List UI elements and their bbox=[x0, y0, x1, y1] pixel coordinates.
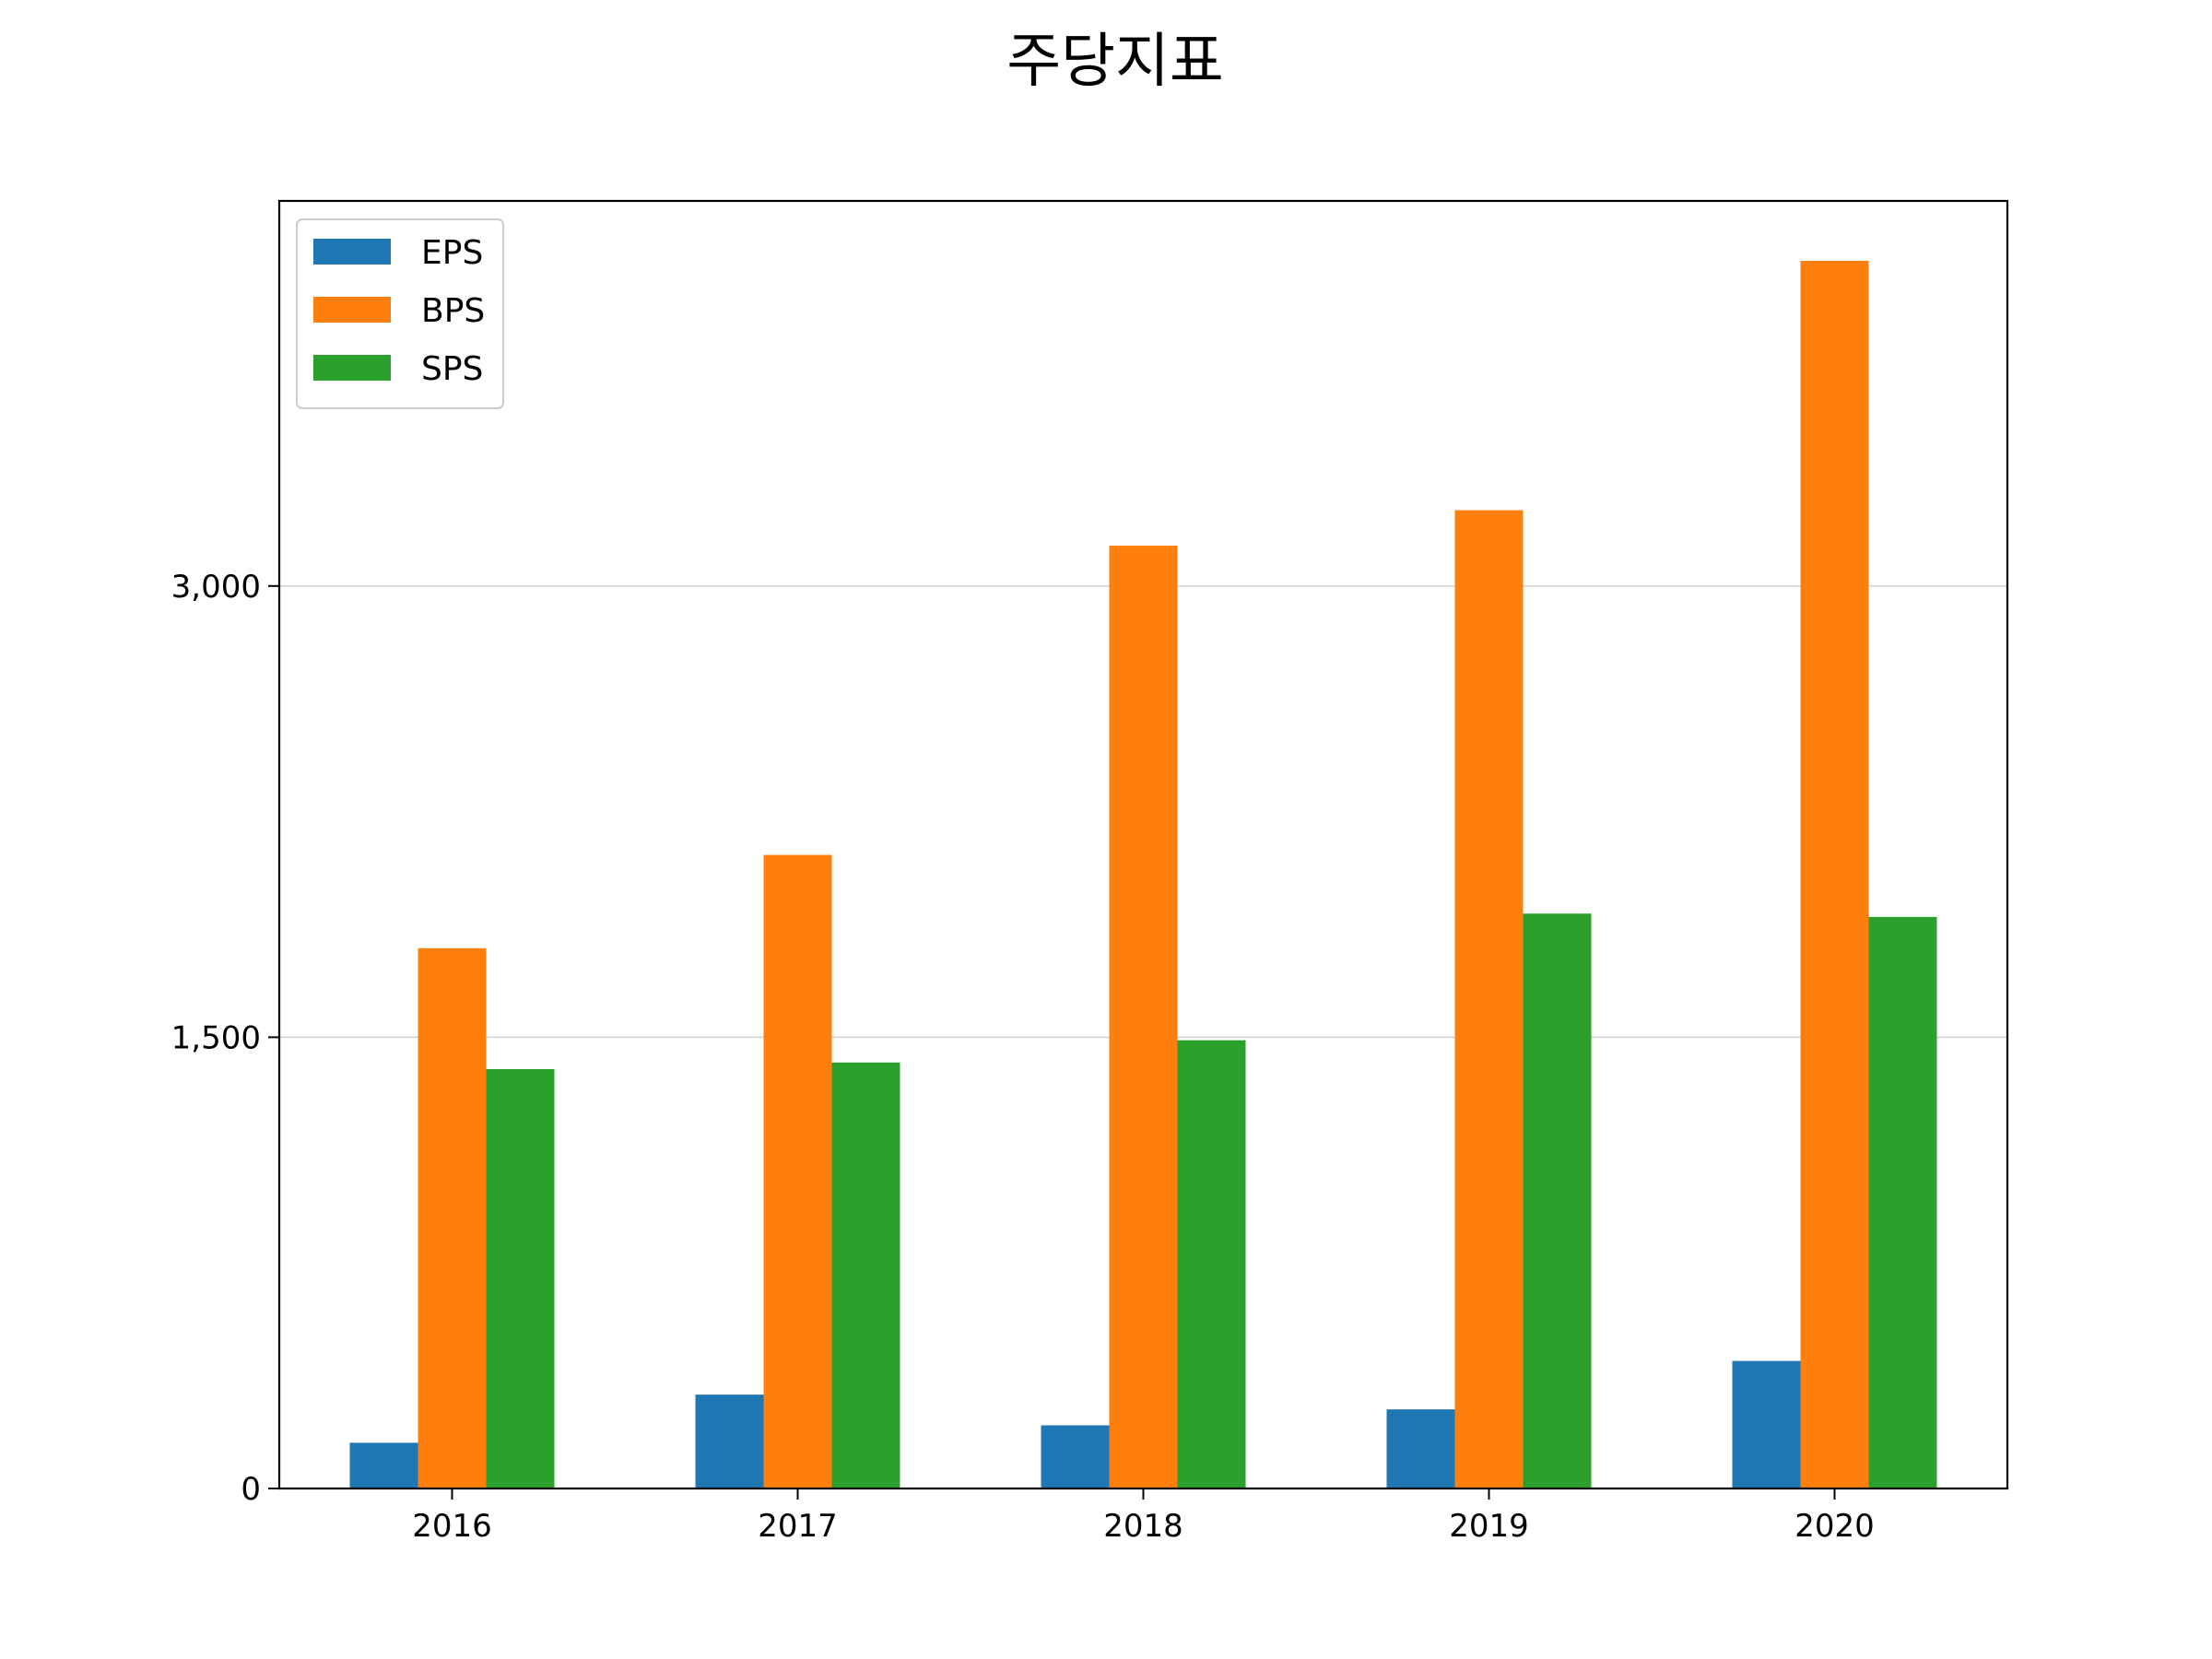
bar-eps-2018 bbox=[1041, 1425, 1110, 1488]
x-tick-label: 2019 bbox=[1449, 1508, 1529, 1545]
legend-label-sps: SPS bbox=[421, 350, 483, 388]
x-axis: 2016 2017 2018 2019 2020 bbox=[412, 1488, 1875, 1545]
chart-title: 주당지표 bbox=[1006, 28, 1224, 96]
bar-bps-2017 bbox=[763, 854, 832, 1488]
y-tick-label: 3,000 bbox=[171, 569, 261, 606]
x-tick-label: 2020 bbox=[1794, 1508, 1875, 1545]
bar-sps-2017 bbox=[831, 1062, 900, 1488]
bar-sps-2020 bbox=[1868, 916, 1937, 1488]
bar-sps-2019 bbox=[1523, 913, 1592, 1488]
bar-bps-2016 bbox=[418, 947, 487, 1488]
bar-sps-2018 bbox=[1177, 1040, 1246, 1488]
y-tick-label: 0 bbox=[241, 1471, 261, 1508]
bar-bps-2019 bbox=[1454, 510, 1524, 1488]
bar-eps-2019 bbox=[1386, 1409, 1455, 1488]
bar-bps-2020 bbox=[1800, 260, 1869, 1488]
legend-label-bps: BPS bbox=[421, 292, 485, 330]
x-tick-label: 2017 bbox=[758, 1508, 838, 1545]
bars bbox=[349, 260, 1937, 1488]
legend-swatch-bps bbox=[313, 297, 391, 323]
legend-swatch-eps bbox=[313, 239, 391, 265]
bar-bps-2018 bbox=[1109, 546, 1178, 1488]
x-tick-label: 2018 bbox=[1103, 1508, 1183, 1545]
bar-eps-2016 bbox=[349, 1442, 418, 1488]
bar-sps-2016 bbox=[486, 1068, 555, 1488]
y-axis: 0 1,500 3,000 bbox=[171, 569, 279, 1508]
x-tick-label: 2016 bbox=[412, 1508, 492, 1545]
bar-eps-2020 bbox=[1732, 1360, 1801, 1488]
y-tick-label: 1,500 bbox=[171, 1019, 261, 1056]
bar-eps-2017 bbox=[695, 1394, 764, 1488]
legend: EPS BPS SPS bbox=[296, 218, 504, 409]
legend-swatch-sps bbox=[313, 355, 391, 381]
legend-label-eps: EPS bbox=[421, 234, 483, 272]
